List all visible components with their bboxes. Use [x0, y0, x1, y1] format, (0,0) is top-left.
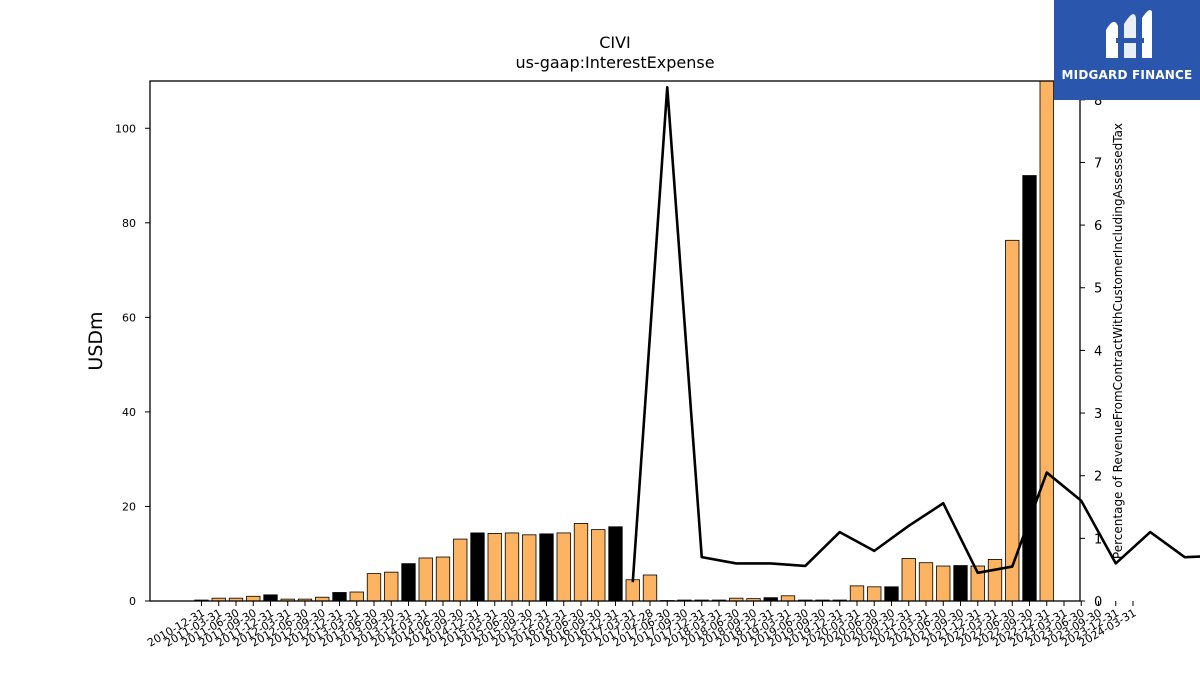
bar-2013-09-30 — [384, 571, 399, 602]
bar-2015-09-30 — [522, 534, 537, 602]
y2-tick-label: 8 — [1094, 94, 1102, 109]
y2-tick-label: 4 — [1094, 344, 1102, 359]
bar-2016-12-31 — [608, 526, 623, 602]
bar-2014-12-31 — [470, 532, 485, 602]
y-axis-label: USDm — [85, 311, 107, 370]
logo-icon — [1106, 10, 1152, 58]
bar-2015-12-31 — [539, 533, 554, 602]
y-tick-label: 60 — [122, 311, 136, 324]
bar-2020-09-30 — [884, 586, 899, 602]
line-series — [631, 85, 1200, 583]
y2-axis-label: Percentage of RevenueFromContractWithCus… — [1111, 123, 1125, 559]
bar-2014-06-30 — [435, 556, 451, 602]
bar-2022-09-30 — [1022, 175, 1037, 602]
bar-2013-12-31 — [401, 563, 416, 602]
chart-title: CIVI — [599, 33, 631, 52]
bar-2021-06-30 — [936, 565, 951, 602]
y2-tick-label: 1 — [1094, 532, 1102, 547]
y2-tick-label: 2 — [1094, 470, 1102, 485]
bar-2021-09-30 — [953, 565, 968, 602]
bar-2019-03-31 — [780, 595, 796, 602]
bar-2022-06-30 — [1005, 239, 1020, 602]
bar-2013-06-30 — [366, 573, 382, 602]
bar-2014-09-30 — [453, 538, 468, 602]
bar-2015-03-31 — [487, 533, 502, 602]
bar-2017-02-28 — [642, 574, 658, 602]
bar-2011-09-30 — [246, 595, 261, 602]
y-tick-label: 20 — [122, 500, 136, 513]
brand-logo: MIDGARD FINANCE — [1054, 0, 1200, 100]
bar-2016-06-30 — [573, 523, 589, 602]
bar-2016-03-31 — [556, 532, 571, 602]
y2-tick-label: 6 — [1094, 219, 1102, 234]
bar-2011-12-31 — [263, 594, 278, 602]
brand-name: MIDGARD FINANCE — [1061, 68, 1193, 82]
bar-2014-03-31 — [418, 557, 433, 602]
bar-2016-09-30 — [591, 529, 606, 602]
y2-tick-label: 7 — [1094, 156, 1102, 171]
bar-2022-12-31 — [1039, 80, 1054, 602]
bar-2022-03-31 — [987, 559, 1003, 602]
y2-tick-label: 5 — [1094, 282, 1102, 297]
bar-2020-12-31 — [901, 558, 916, 602]
chart-subtitle: us-gaap:InterestExpense — [515, 53, 714, 72]
plot-frame — [149, 80, 1081, 602]
bar-2017-03-31 — [625, 579, 640, 602]
y-tick-label: 40 — [122, 406, 136, 419]
bar-2012-12-31 — [332, 592, 347, 602]
y2-tick-label: 3 — [1094, 407, 1102, 422]
y-tick-label: 100 — [115, 122, 136, 135]
bar-2020-03-31 — [849, 585, 865, 602]
bar-2013-03-31 — [349, 591, 364, 602]
y-tick-label: 80 — [122, 217, 136, 230]
bar-2021-03-31 — [918, 562, 934, 602]
bar-2020-06-30 — [867, 586, 882, 602]
y-tick-label: 0 — [129, 595, 136, 608]
bar-2015-06-30 — [504, 532, 520, 602]
